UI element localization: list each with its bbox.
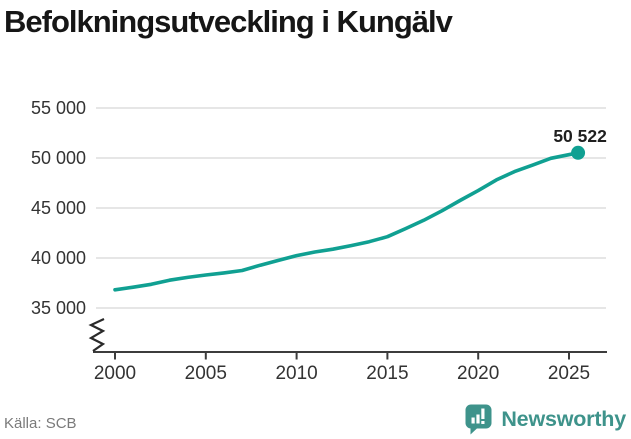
latest-value-label: 50 522: [553, 126, 607, 146]
source-label: Källa: SCB: [4, 415, 77, 432]
x-tick-label: 2025: [548, 363, 590, 384]
chart-title: Befolkningsutveckling i Kungälv: [4, 4, 453, 39]
x-tick-label: 2010: [275, 363, 317, 384]
brand-name: Newsworthy: [501, 406, 626, 431]
axis-break-icon: [88, 318, 106, 352]
population-line: [113, 151, 580, 292]
y-tick-label: 40 000: [31, 248, 86, 268]
latest-point-dot: [571, 145, 586, 160]
x-tick-label: 2020: [457, 363, 499, 384]
y-tick-label: 50 000: [31, 148, 86, 168]
newsworthy-logo: Newsworthy: [464, 402, 626, 436]
x-tick-label: 2015: [366, 363, 408, 384]
x-tick-label: 2005: [185, 363, 227, 384]
newsworthy-bubble-chart-icon: [465, 404, 492, 435]
y-tick-label: 35 000: [31, 298, 86, 318]
y-tick-label: 55 000: [31, 98, 86, 118]
y-tick-label: 45 000: [31, 198, 86, 218]
x-tick-label: 2000: [94, 363, 136, 384]
